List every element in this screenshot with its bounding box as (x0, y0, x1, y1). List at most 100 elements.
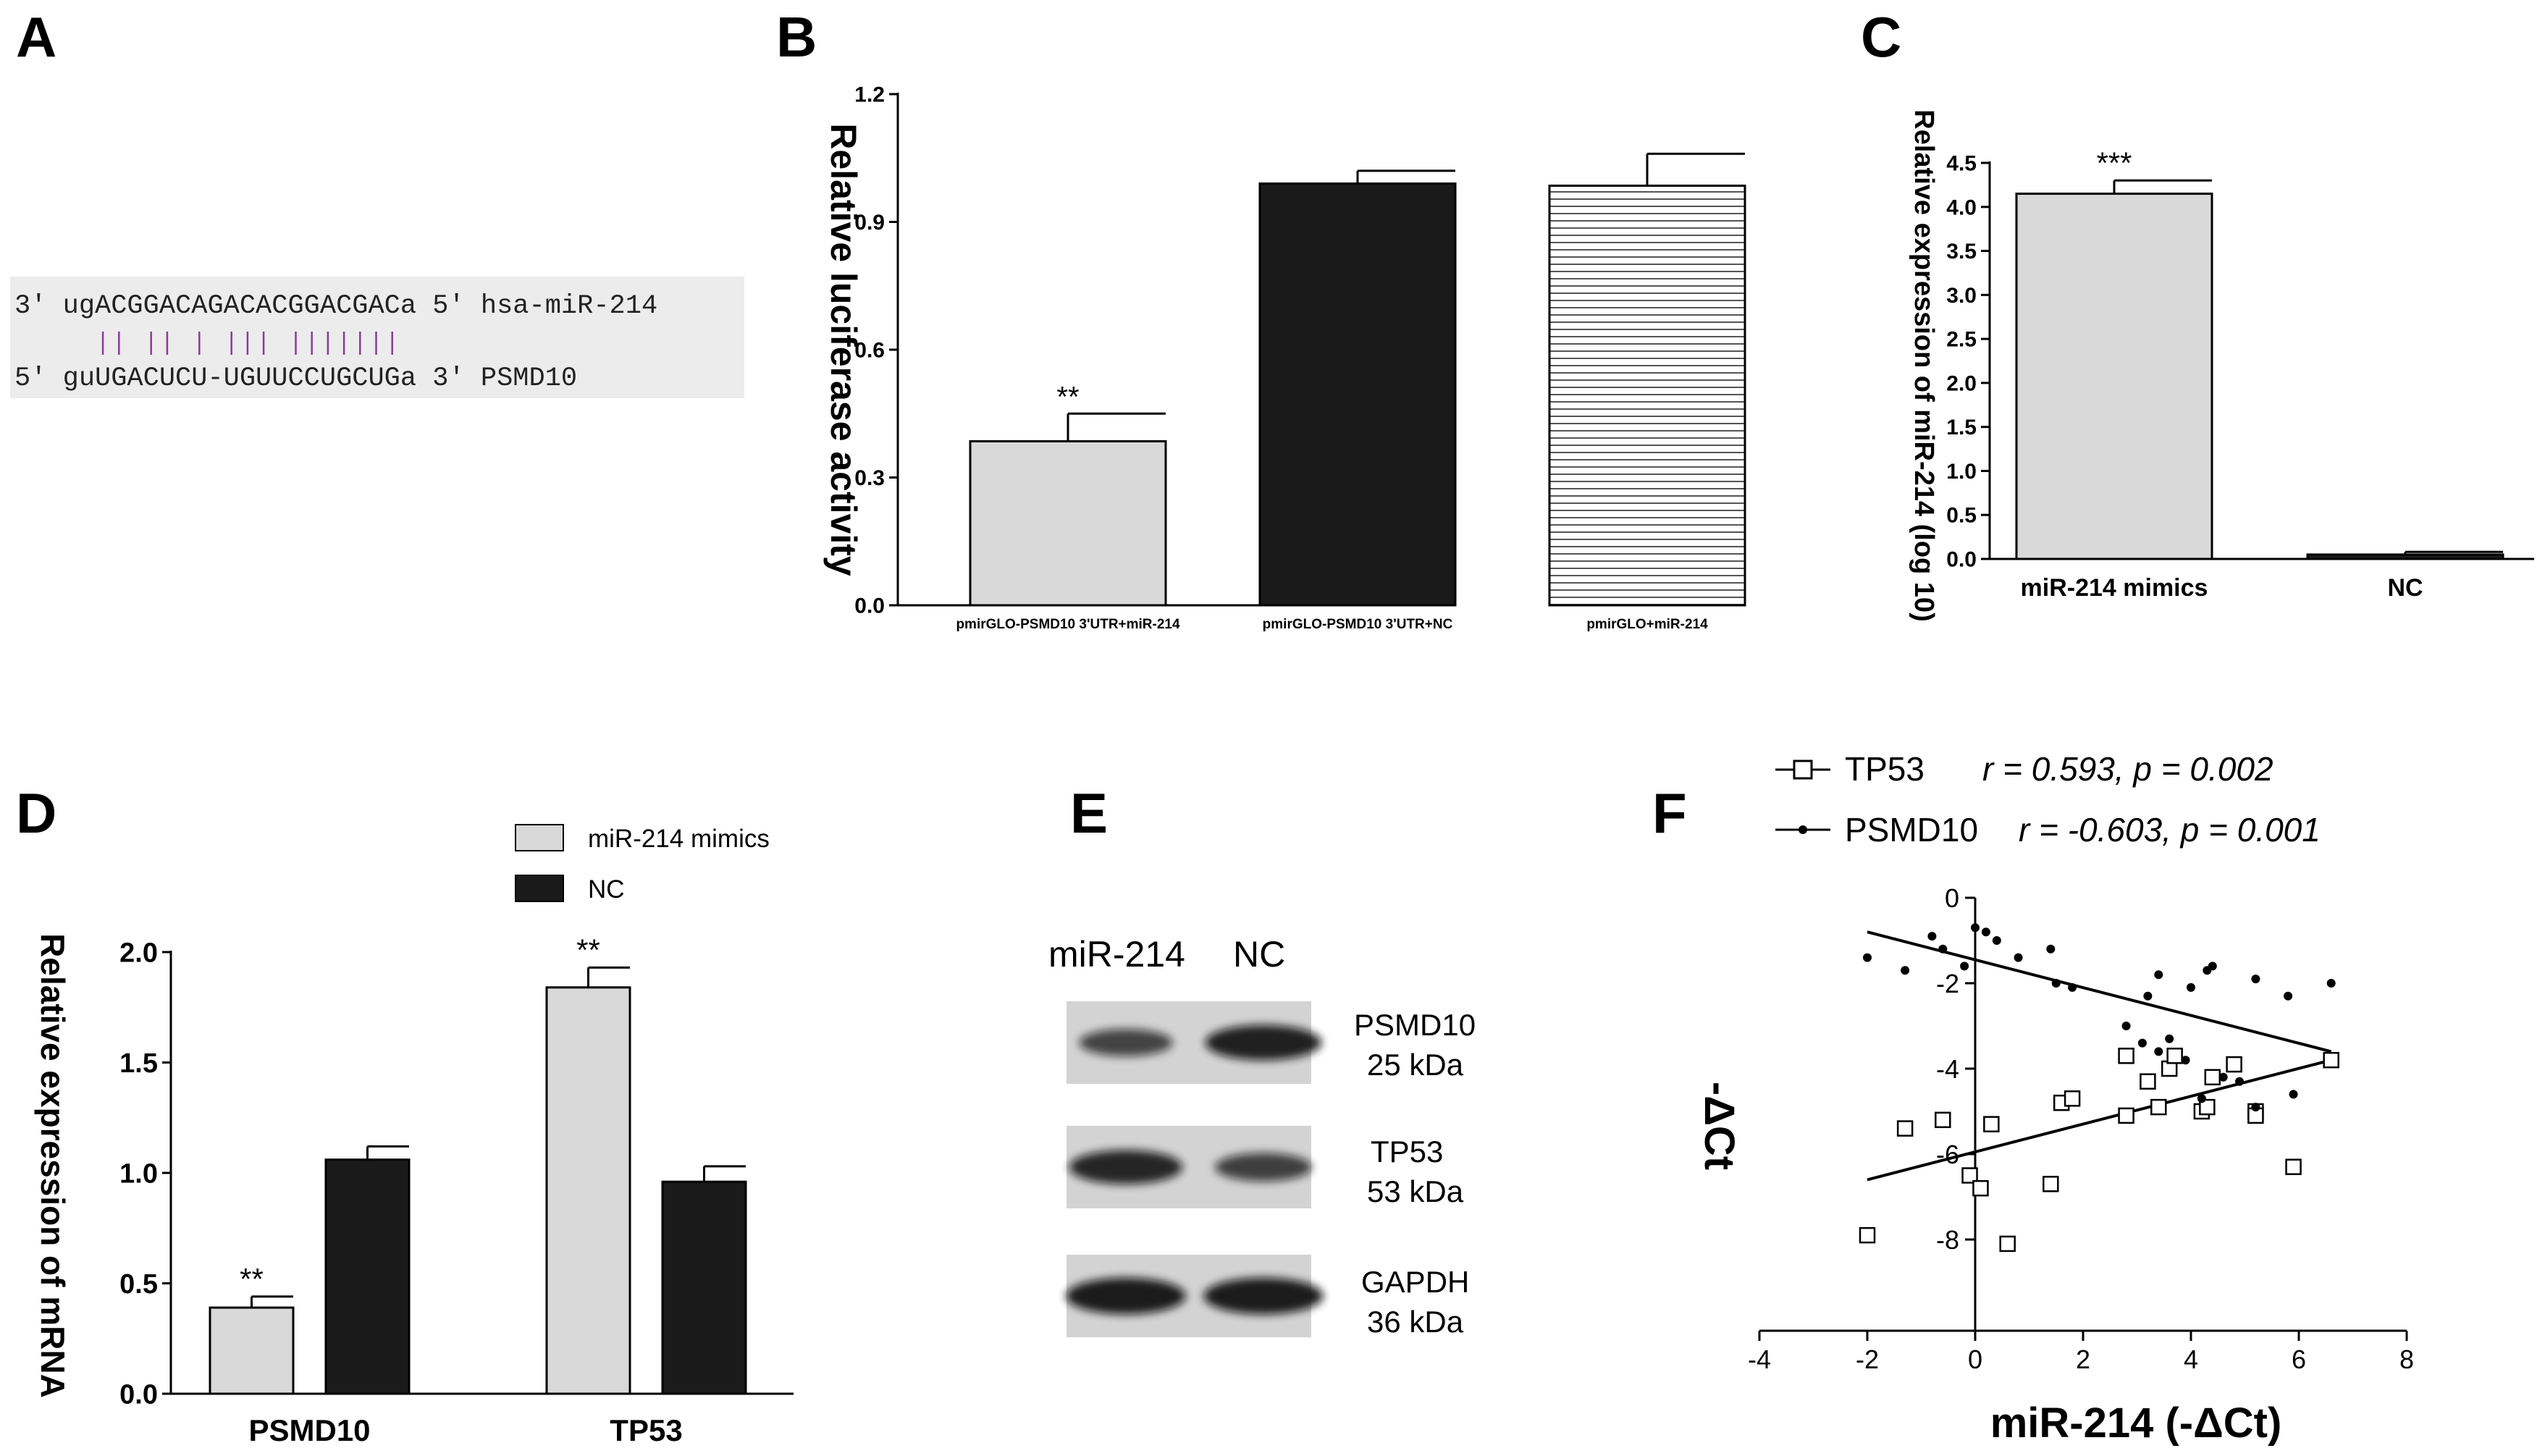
y-tick-label: 0.3 (854, 466, 885, 490)
protein-band (1203, 1277, 1324, 1315)
data-point-psmd10 (2218, 1072, 2228, 1082)
x-tick-label: PSMD10 (248, 1413, 370, 1447)
panel-d-mrna-expression-chart: 0.0 0.5 1.0 1.5 2.0 ** PSMD10 ** TP53 Relative ex… (34, 933, 794, 1447)
panel-a-alignment: 3' ugACGGACAGACACGGACGACa 5' hsa-miR-214… (10, 277, 744, 398)
data-point-psmd10 (2326, 979, 2336, 988)
data-point-tp53 (2285, 1158, 2302, 1175)
y-tick-label: 1.0 (1946, 460, 1977, 484)
y-tick-label: 3.5 (1946, 240, 1977, 264)
protein-band (1069, 1150, 1183, 1184)
regression-line-tp53 (1867, 1059, 2332, 1182)
data-point-psmd10 (2197, 1094, 2206, 1103)
data-point-psmd10 (2284, 991, 2293, 1001)
y-axis-title: -ΔCt (1696, 1082, 1743, 1170)
panel-f-legend: TP53 r = 0.593, p = 0.002 PSMD10 r = -0.… (1775, 750, 2321, 849)
panel-label-d: D (16, 781, 56, 845)
x-tick-label: NC (2387, 574, 2423, 602)
data-point-psmd10 (2137, 1038, 2147, 1048)
legend-swatch-mimics (515, 824, 564, 851)
significance-label: *** (2096, 146, 2132, 180)
y-tick-label: 2.5 (1946, 328, 1977, 352)
data-point-tp53 (2199, 1098, 2216, 1116)
data-point-psmd10 (2251, 1103, 2260, 1112)
y-tick-label: 1.2 (854, 83, 885, 107)
data-point-psmd10 (2014, 953, 2023, 962)
y-tick-label: 0.0 (1946, 548, 1977, 572)
data-point-psmd10 (2251, 975, 2260, 984)
blot-protein-gapdh: GAPDH (1361, 1265, 1469, 1299)
y-tick-label: 0.6 (854, 339, 885, 363)
significance-label: ** (240, 1262, 264, 1296)
bar (2306, 553, 2504, 560)
y-tick-label: 1.5 (1946, 416, 1977, 439)
data-point-tp53 (1999, 1235, 2016, 1253)
data-point-tp53 (2204, 1069, 2221, 1086)
blot-strips (1066, 1001, 1324, 1337)
base-pairing-lines (101, 332, 393, 355)
data-point-tp53 (2118, 1107, 2134, 1124)
protein-band (1215, 1153, 1312, 1182)
panel-d-legend: miR-214 mimics NC (515, 824, 770, 904)
data-point-psmd10 (2235, 1077, 2245, 1086)
blot-protein-psmd10: PSMD10 (1354, 1008, 1476, 1042)
data-point-psmd10 (2165, 1034, 2174, 1043)
data-point-psmd10 (2068, 982, 2077, 992)
panel-b-luciferase-chart: 0.0 0.3 0.6 0.9 1.2 ** pmirGLO-PSMD10 3'UTR+mi… (823, 83, 1746, 632)
data-point-psmd10 (1938, 944, 1948, 954)
x-tick-label: 8 (2399, 1345, 2414, 1374)
x-tick-label: pmirGLO+miR-214 (1586, 617, 1708, 632)
y-tick-label: 1.0 (119, 1158, 158, 1189)
bar (1548, 184, 1746, 607)
data-point-tp53 (1983, 1116, 2000, 1132)
bar (1258, 182, 1457, 607)
x-tick-label: -4 (1748, 1345, 1771, 1374)
data-point-tp53 (1972, 1179, 1989, 1197)
legend-stat-psmd10: r = -0.603, p = 0.001 (2019, 811, 2321, 849)
data-point-psmd10 (2289, 1090, 2298, 1099)
data-point-psmd10 (2121, 1022, 2131, 1030)
data-point-psmd10 (2154, 1047, 2163, 1056)
data-point-psmd10 (1960, 961, 1969, 971)
bar (969, 439, 1167, 607)
protein-band (1205, 1024, 1322, 1061)
y-tick-label: 0.0 (854, 594, 885, 618)
x-tick-label: miR-214 mimics (2021, 574, 2208, 602)
y-tick-label: -4 (1936, 1054, 1959, 1084)
legend-marker-psmd10 (1799, 825, 1807, 834)
data-point-tp53 (1961, 1167, 1978, 1184)
data-point-psmd10 (1992, 936, 2001, 945)
data-point-tp53 (2323, 1051, 2339, 1069)
data-point-tp53 (2140, 1073, 2156, 1090)
x-tick-label: 0 (1968, 1345, 1982, 1374)
data-point-tp53 (1859, 1226, 1876, 1244)
protein-band (1079, 1029, 1173, 1056)
x-tick-label: pmirGLO-PSMD10 3'UTR+NC (1263, 617, 1453, 632)
y-axis-title: Relative luciferase activity (823, 123, 864, 576)
data-point-psmd10 (1981, 927, 1990, 937)
panel-label-a: A (16, 5, 56, 69)
bar (545, 986, 631, 1395)
y-tick-label: 0.5 (119, 1269, 158, 1300)
mirna-sequence: 3' ugACGGACAGACACGGACGACa 5' hsa-miR-214 (14, 291, 657, 321)
data-point-psmd10 (2051, 979, 2061, 988)
blot-protein-tp53: TP53 (1371, 1135, 1443, 1169)
y-tick-label: 2.0 (1946, 371, 1977, 395)
data-point-psmd10 (1901, 966, 1910, 975)
panel-c-mir214-expression-chart: 0.0 0.5 1.0 1.5 2.0 2.5 3.0 3.5 4.0 4.5 *** miR-214… (1909, 109, 2534, 622)
legend-label-psmd10: PSMD10 (1845, 811, 1978, 849)
x-tick-label: pmirGLO-PSMD10 3'UTR+miR-214 (956, 617, 1180, 632)
data-point-psmd10 (2143, 991, 2153, 1001)
data-point-tp53 (2150, 1098, 2167, 1116)
y-tick-label: 2.0 (119, 938, 158, 968)
x-tick-label: 2 (2076, 1345, 2090, 1374)
data-point-psmd10 (2187, 982, 2195, 992)
y-tick-label: 0.9 (854, 211, 885, 235)
bar (324, 1158, 411, 1395)
legend-label-nc: NC (588, 875, 625, 904)
data-point-psmd10 (1927, 932, 1937, 941)
legend-swatch-nc (515, 875, 564, 902)
data-point-tp53 (2118, 1048, 2134, 1064)
x-tick-label: -2 (1856, 1345, 1879, 1374)
blot-size-tp53: 53 kDa (1367, 1174, 1464, 1208)
panel-e-western-blot: miR-214 NC PSMD10 25 kDa TP53 53 kDa GAP… (1048, 934, 1476, 1339)
